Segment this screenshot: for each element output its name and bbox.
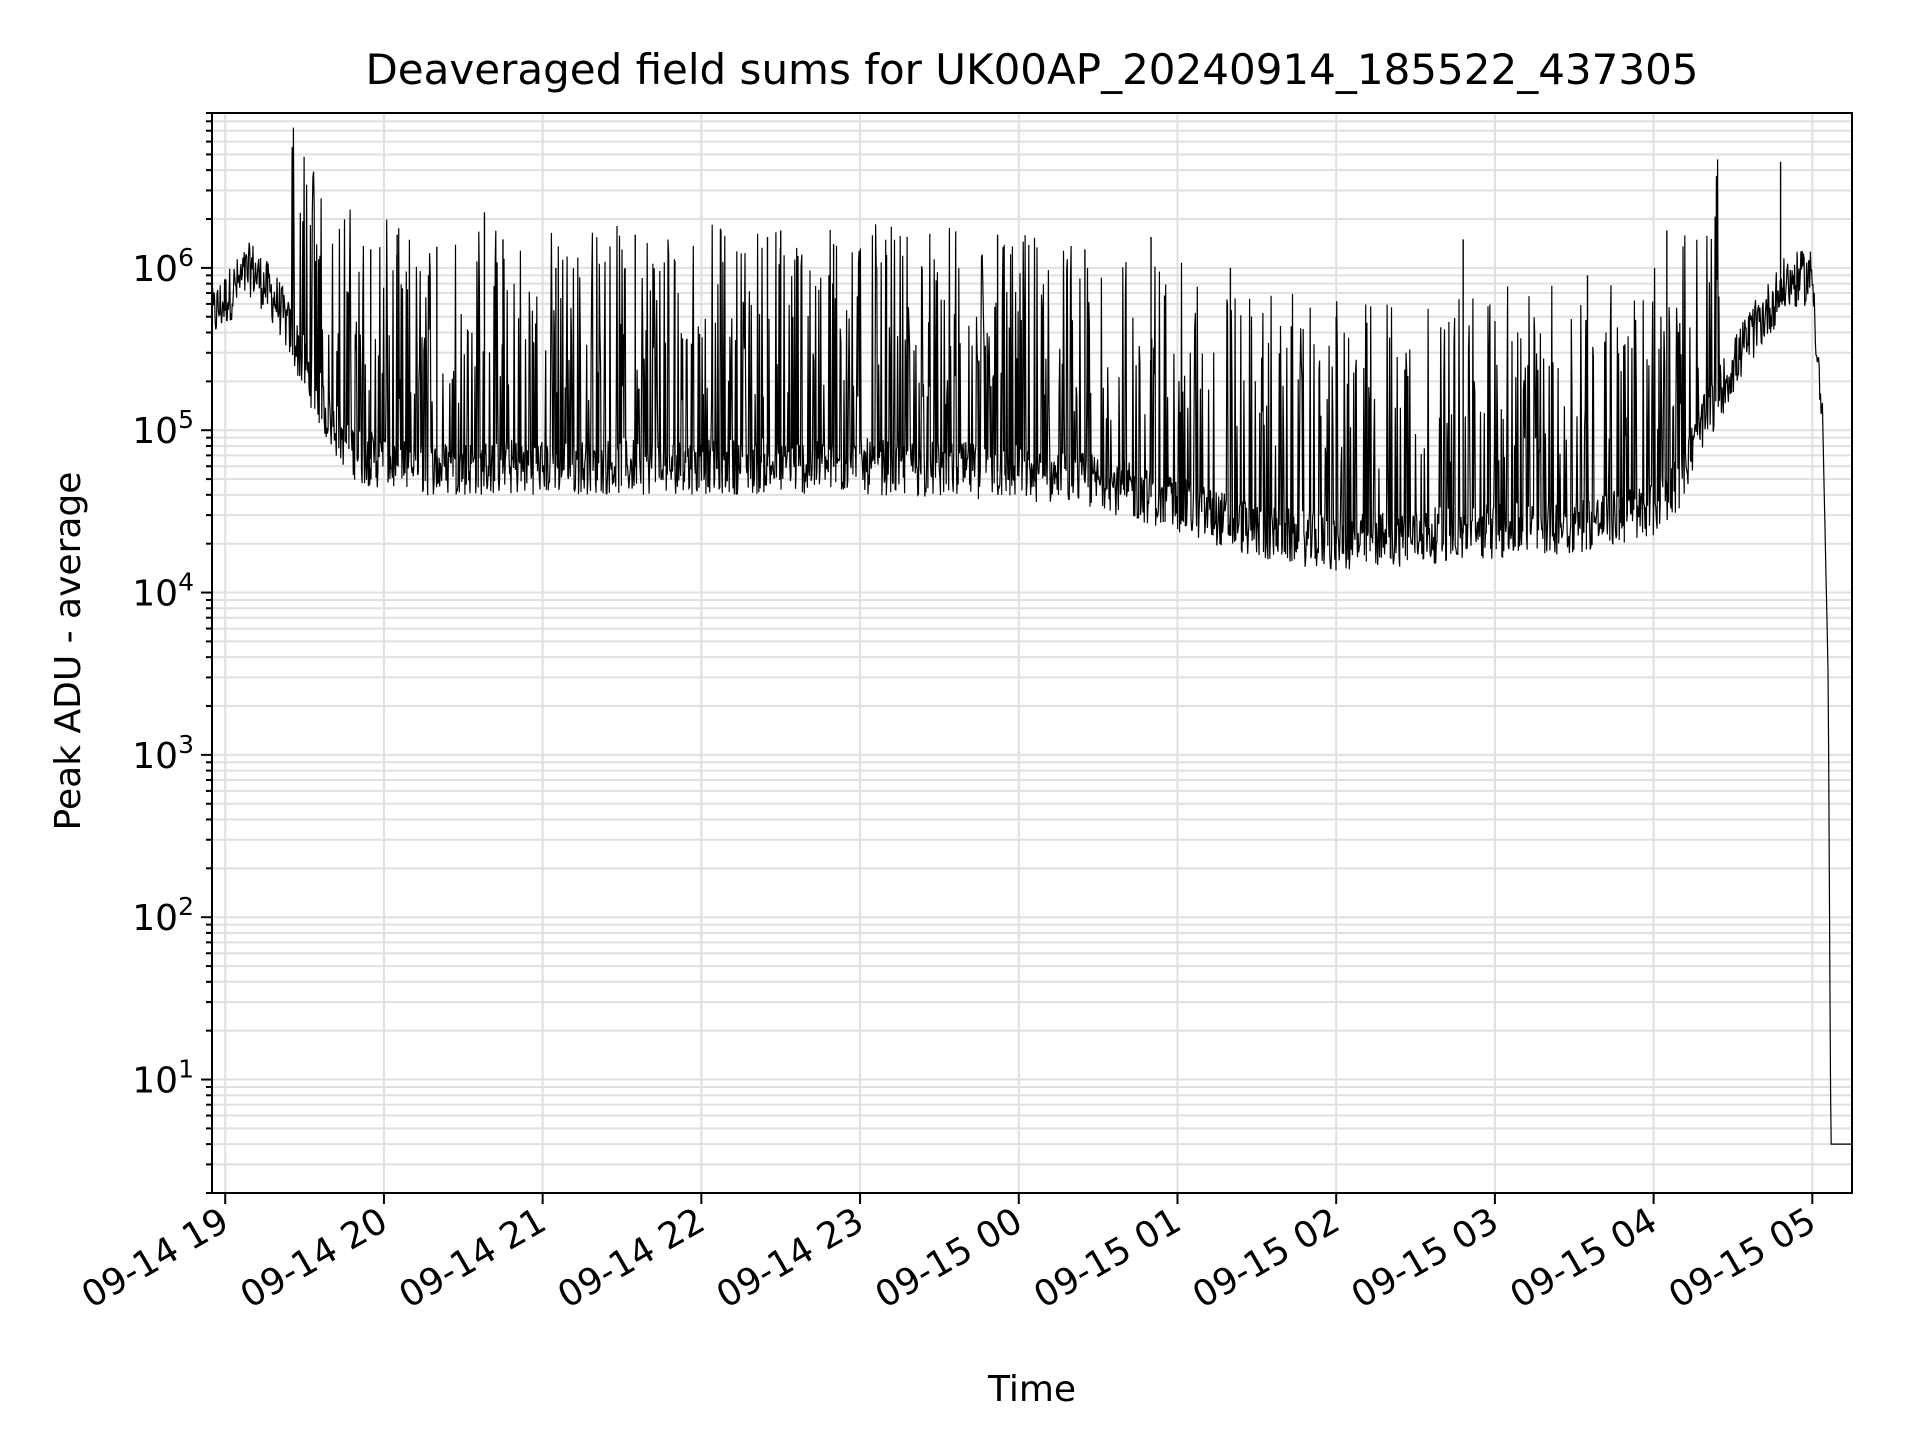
y-tick-label: 102 xyxy=(132,892,194,939)
grid xyxy=(212,112,1852,1194)
y-tick-label: 103 xyxy=(132,730,194,777)
plot-frame xyxy=(211,112,1853,1194)
x-axis-label: Time xyxy=(987,1369,1076,1410)
y-axis-label: Peak ADU - average xyxy=(48,472,89,831)
y-tick-label: 104 xyxy=(132,568,194,615)
y-tick-label: 106 xyxy=(132,243,194,290)
chart-title: Deaveraged field sums for UK00AP_2024091… xyxy=(365,45,1698,94)
y-tick-label: 105 xyxy=(132,405,194,452)
series-line xyxy=(211,127,1852,1145)
series-layer xyxy=(211,127,1852,1145)
y-tick-label: 101 xyxy=(132,1055,194,1102)
